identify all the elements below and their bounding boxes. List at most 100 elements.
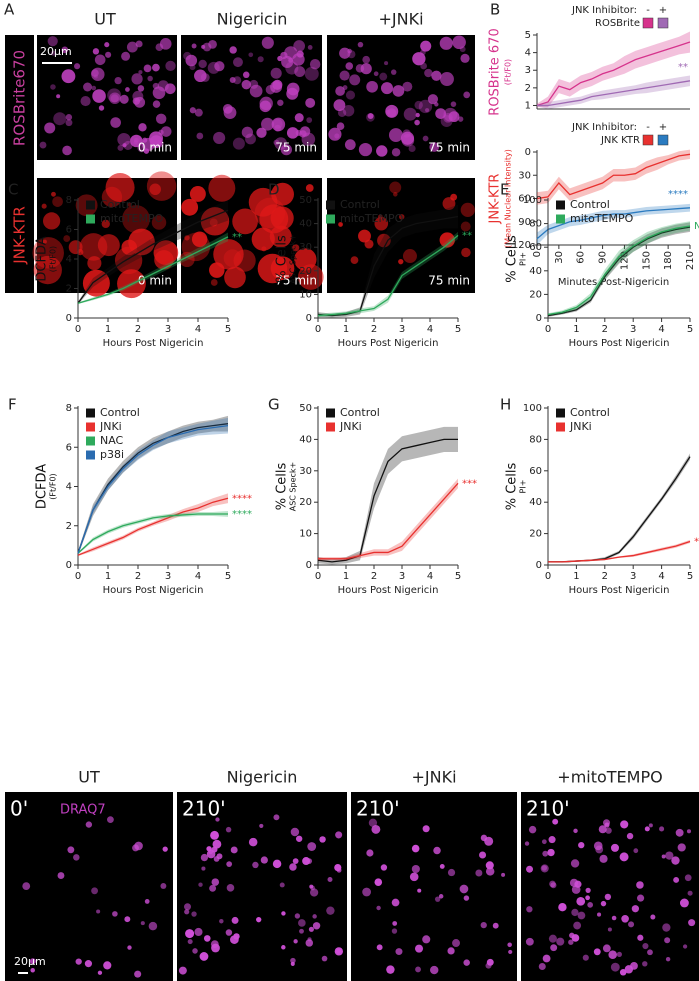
cell bbox=[165, 60, 176, 72]
cell bbox=[42, 212, 61, 230]
cell bbox=[273, 814, 280, 821]
cell bbox=[270, 67, 282, 79]
cell bbox=[213, 239, 244, 270]
cell bbox=[345, 62, 354, 70]
cell bbox=[112, 911, 118, 917]
cell bbox=[688, 919, 696, 927]
cell bbox=[334, 863, 342, 872]
cell bbox=[600, 900, 607, 907]
cell bbox=[256, 917, 262, 923]
cell bbox=[434, 102, 439, 107]
cell bbox=[53, 112, 67, 126]
cell bbox=[344, 139, 356, 151]
time-label: 210' bbox=[182, 797, 226, 821]
row-label: ROSBrite670 bbox=[11, 50, 29, 146]
series-line bbox=[317, 215, 459, 317]
cell bbox=[619, 852, 629, 862]
cell bbox=[75, 958, 82, 965]
cell bbox=[307, 937, 312, 942]
cell bbox=[540, 864, 549, 873]
y-axis-sublabel: (Ft/F0) bbox=[504, 59, 513, 85]
cell bbox=[420, 49, 426, 56]
legend-label: JNKi bbox=[569, 420, 592, 433]
cell bbox=[73, 854, 80, 861]
cell bbox=[576, 896, 586, 906]
cell bbox=[578, 841, 585, 849]
cell bbox=[122, 143, 127, 148]
y-axis-sublabel: (Mean Nuclear Intensity) bbox=[504, 149, 513, 248]
legend-swatch bbox=[642, 134, 654, 146]
cell bbox=[93, 74, 98, 79]
row-label: JNK-KTR bbox=[11, 206, 29, 265]
y-axis-sublabel: ASC Speck+ bbox=[289, 462, 298, 512]
cells bbox=[22, 814, 696, 978]
x-tick-label: 4 bbox=[195, 571, 201, 582]
cell bbox=[206, 849, 216, 859]
cell bbox=[259, 100, 272, 113]
cell bbox=[138, 123, 147, 132]
cell bbox=[265, 84, 276, 95]
cell bbox=[528, 825, 537, 834]
cell bbox=[259, 823, 264, 829]
cell bbox=[335, 86, 345, 96]
cell bbox=[429, 142, 440, 152]
x-tick-label: 2 bbox=[371, 571, 377, 582]
cell bbox=[79, 233, 108, 261]
cell bbox=[484, 836, 494, 846]
x-tick-label: 5 bbox=[687, 571, 693, 582]
cell bbox=[233, 76, 242, 85]
cell bbox=[569, 932, 575, 939]
cell bbox=[273, 139, 280, 146]
cell bbox=[398, 259, 404, 265]
cell bbox=[294, 913, 301, 919]
cell bbox=[94, 54, 106, 66]
cell bbox=[141, 137, 155, 151]
cell bbox=[91, 69, 99, 77]
x-tick-label: 2 bbox=[371, 324, 377, 335]
cell bbox=[80, 96, 91, 107]
cell bbox=[229, 46, 237, 54]
cell bbox=[624, 965, 634, 974]
y-tick-label: 30 bbox=[299, 466, 312, 477]
cell bbox=[232, 208, 258, 235]
cell bbox=[107, 88, 122, 103]
cell bbox=[373, 71, 379, 77]
cell bbox=[295, 129, 302, 136]
cell bbox=[642, 961, 648, 967]
x-tick-label: 2 bbox=[602, 324, 608, 335]
legend-swatch bbox=[86, 408, 95, 418]
cell bbox=[132, 90, 144, 102]
legend-swatch bbox=[556, 214, 565, 224]
cell bbox=[328, 127, 342, 141]
cell bbox=[357, 41, 364, 48]
cell bbox=[109, 92, 121, 105]
cell bbox=[571, 885, 581, 894]
cell bbox=[91, 85, 97, 91]
cell bbox=[621, 914, 629, 923]
cell bbox=[452, 939, 460, 947]
cell bbox=[50, 84, 56, 90]
legend-swatch bbox=[556, 422, 565, 432]
cell bbox=[270, 256, 295, 281]
series-line bbox=[547, 225, 691, 316]
legend-swatch bbox=[326, 200, 335, 210]
cell bbox=[189, 107, 196, 114]
cell bbox=[56, 94, 61, 99]
y-tick-label: 50 bbox=[299, 195, 312, 206]
error-band bbox=[318, 231, 458, 318]
cell bbox=[126, 41, 138, 53]
y-axis-label: ROSBrite 670 bbox=[488, 28, 503, 115]
legend-title: JNK Inhibitor: bbox=[571, 122, 637, 133]
legend-label: Control bbox=[100, 198, 140, 211]
cell bbox=[198, 882, 203, 887]
cell bbox=[224, 266, 246, 289]
cell bbox=[376, 905, 381, 911]
cell bbox=[211, 878, 220, 886]
cell bbox=[360, 63, 372, 75]
cell bbox=[140, 921, 145, 926]
cell bbox=[463, 895, 470, 901]
cell bbox=[675, 828, 684, 837]
cell bbox=[245, 133, 256, 145]
cell bbox=[442, 197, 456, 210]
cell bbox=[412, 52, 426, 66]
